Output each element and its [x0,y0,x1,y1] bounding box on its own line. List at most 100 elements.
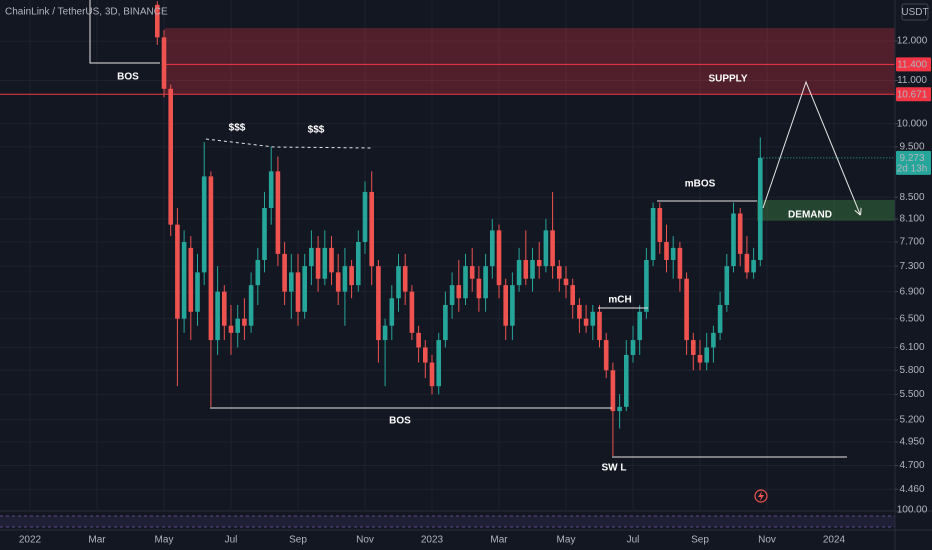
candle-body [577,304,582,319]
candle-body [268,171,274,209]
candle-body [516,259,522,286]
projection-arrow [762,80,860,214]
annotation: $$$ [308,125,325,136]
indicator-band [0,516,895,527]
x-tick-label: 2024 [823,535,846,546]
candle-body [302,266,307,312]
x-tick-label: Jul [627,535,640,546]
price-tag-label: 11.400 [897,59,927,70]
candle-body [597,311,602,341]
y-tick-label: 8.500 [899,192,924,203]
x-tick-label: 2022 [19,535,42,546]
annotation: SUPPLY [708,74,747,85]
candle-body [289,272,294,292]
candle-body [309,247,314,267]
y-tick-label: 5.500 [899,389,924,400]
y-tick-label: 4.700 [899,460,924,471]
candle-body [228,325,234,333]
x-tick-label: May [155,535,174,546]
candle-body [335,272,341,292]
y-tick-label: 4.460 [899,484,924,495]
candle-body [416,332,421,348]
candle-body [704,347,709,363]
candle-body [362,191,368,242]
candle-body [322,247,328,279]
candle-body [664,241,669,260]
y-tick-label: 4.950 [899,437,924,448]
candle-body [490,230,495,267]
candle-body [195,272,200,312]
candle-body [610,370,616,412]
x-tick-label: Mar [88,535,106,546]
y-tick-label: 5.800 [899,365,924,376]
annotation: SW L [602,463,627,474]
candle-body [188,247,194,312]
candle-body [315,247,321,279]
candle-body [731,213,736,267]
candle-body [382,325,388,341]
candle-body [483,266,488,299]
price-tag-label: 10.671 [897,89,928,100]
y-tick-label: 6.500 [899,313,924,324]
candle-body [697,354,703,363]
bos-line [89,0,160,64]
candle-body [543,230,549,267]
candles [155,1,895,456]
candle-body [711,332,716,348]
candle-body [624,354,629,407]
candle-body [523,259,529,279]
currency-button[interactable]: USDT [901,3,929,21]
y-tick-label: 6.900 [899,286,924,297]
candle-body [275,171,281,254]
candle-body [242,318,247,326]
candle-body [670,247,676,260]
candle-body [168,88,173,225]
candle-body [443,304,448,341]
alert-icon[interactable] [754,489,768,503]
annotation: mCH [608,295,631,306]
candle-body [496,230,502,286]
candle-body [758,157,763,260]
x-tick-label: Sep [289,535,307,546]
candle-body [530,259,535,279]
candle-body [342,266,348,292]
candle-body [429,362,435,387]
candle-body [356,241,361,286]
drawings [89,0,860,458]
y-tick-label: 9.500 [899,142,924,153]
y-tick-label: 5.200 [899,414,924,425]
price-axis: 12.000 11.000 10.000 9.500 8.500 8.100 7.700 7.… [895,36,931,495]
price-tag [896,87,931,102]
annotation: $$$ [229,123,246,134]
candle-body [449,285,455,305]
countdown-label: 2d 13h [897,163,928,174]
y-tick-label: 11.000 [897,75,927,86]
y-tick-label: 6.100 [899,342,924,353]
candle-body [329,247,334,273]
y-tick-label: 10.000 [897,118,928,129]
candle-body [737,213,743,254]
candle-body [650,208,656,260]
time-axis: 2022 Mar May Jul Sep Nov 2023 Mar May Jul Sep Nov 20… [19,535,846,546]
candle-body [590,311,596,326]
candle-body [436,340,441,387]
y-tick-label: 12.000 [897,36,928,47]
price-tag [896,57,931,72]
candle-body [536,259,542,267]
y-tick-label: 7.700 [899,237,924,248]
candle-body [389,298,395,326]
x-tick-label: Nov [758,535,776,546]
supply-zone [165,28,895,95]
x-tick-label: Nov [356,535,374,546]
annotation: mBOS [685,179,716,190]
x-tick-label: May [557,535,576,546]
candle-body [583,318,589,326]
x-tick-label: Mar [490,535,508,546]
candle-body [423,347,428,363]
x-tick-label: Jul [225,535,238,546]
candle-body [402,266,408,292]
x-tick-label: 2023 [421,535,444,546]
last-price-label: 9.273 [899,153,924,164]
candle-body [463,266,468,299]
